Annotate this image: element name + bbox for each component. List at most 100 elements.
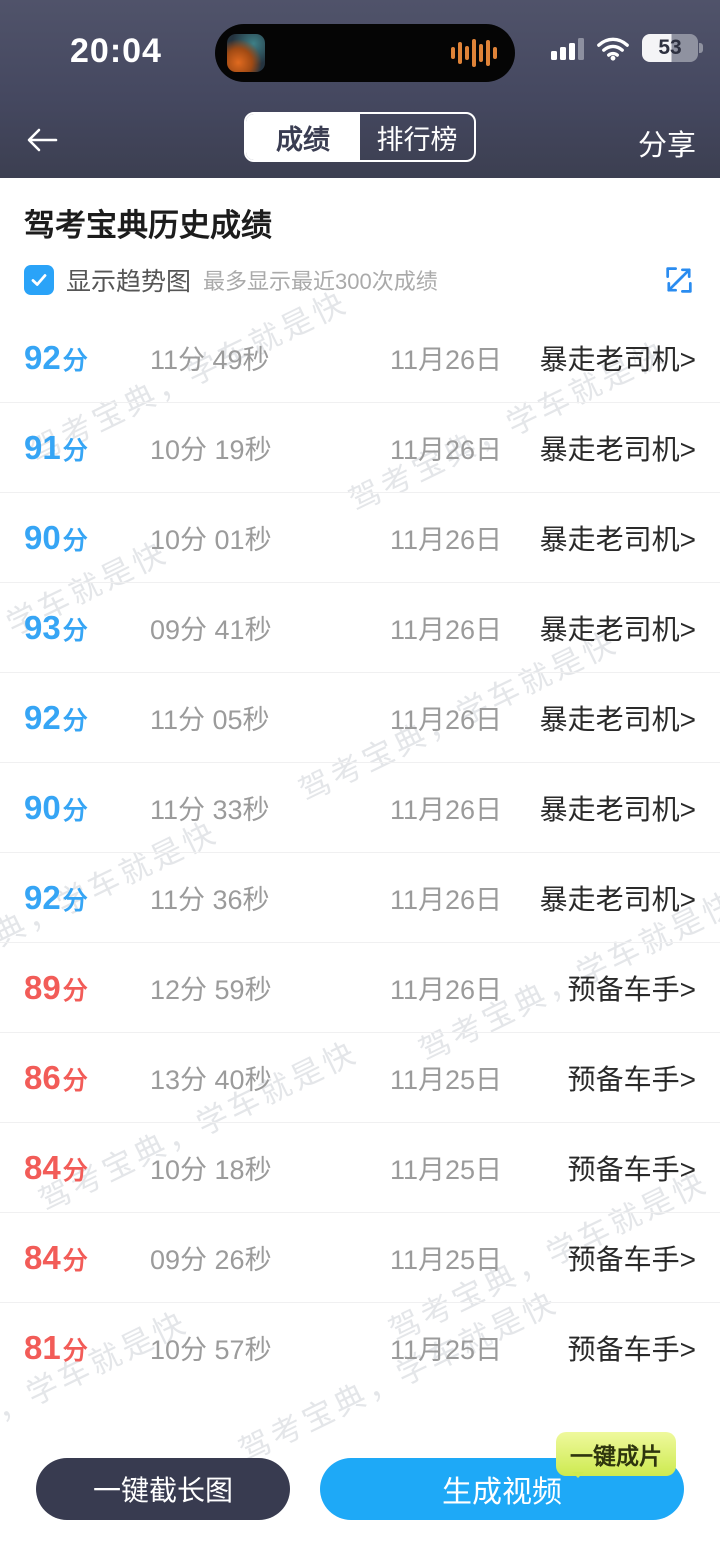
trend-checkbox-label[interactable]: 显示趋势图 (66, 268, 192, 296)
score-row[interactable]: 92分 11分 05秒 11月26日 暴走老司机> (0, 673, 720, 763)
dynamic-island[interactable] (215, 24, 515, 82)
score-value: 91分 (24, 429, 150, 467)
exam-date: 11月26日 (390, 435, 503, 465)
score-row[interactable]: 81分 10分 57秒 11月25日 预备车手> (0, 1303, 720, 1392)
generate-video-button[interactable]: 生成视频 一键成片 (320, 1432, 684, 1520)
score-value: 81分 (24, 1329, 150, 1367)
score-row[interactable]: 90分 11分 33秒 11月26日 暴走老司机> (0, 763, 720, 853)
back-arrow-icon (27, 128, 58, 152)
score-number: 81 (24, 1328, 61, 1366)
score-value: 92分 (24, 339, 150, 377)
content-area: 驾考宝典，学车就是快 驾考宝典，学车就是快 驾考宝典，学车就是快 驾考宝典，学车… (0, 178, 720, 1564)
page-title: 驾考宝典历史成绩 (24, 208, 272, 243)
battery-percent: 53 (658, 36, 682, 59)
trend-note: 最多显示最近300次成绩 (203, 269, 438, 294)
trend-checkbox[interactable] (24, 265, 54, 295)
rank-link[interactable]: 暴走老司机> (539, 433, 696, 465)
score-value: 89分 (24, 969, 150, 1007)
share-button[interactable]: 分享 (637, 130, 696, 162)
score-unit: 分 (62, 886, 88, 915)
exam-duration: 09分 41秒 (150, 615, 272, 645)
clock: 20:04 (70, 32, 162, 70)
fullscreen-button[interactable] (662, 263, 696, 297)
exam-date: 11月26日 (390, 705, 503, 735)
generate-video-label: 生成视频 (442, 1476, 562, 1509)
rank-link[interactable]: 预备车手> (567, 1333, 696, 1365)
rank-link[interactable]: 预备车手> (567, 1063, 696, 1095)
score-row[interactable]: 92分 11分 36秒 11月26日 暴走老司机> (0, 853, 720, 943)
footer: 一键截长图 生成视频 一键成片 (0, 1432, 720, 1564)
exam-date: 11月25日 (390, 1065, 503, 1095)
rank-link[interactable]: 预备车手> (567, 1153, 696, 1185)
score-row[interactable]: 89分 12分 59秒 11月26日 预备车手> (0, 943, 720, 1033)
header: 20:04 53 (0, 0, 720, 178)
score-row[interactable]: 93分 09分 41秒 11月26日 暴走老司机> (0, 583, 720, 673)
score-number: 90 (24, 788, 61, 826)
capture-long-screenshot-button[interactable]: 一键截长图 (36, 1458, 290, 1520)
cellular-signal-icon (551, 36, 584, 60)
score-value: 90分 (24, 789, 150, 827)
score-number: 84 (24, 1148, 61, 1186)
exam-duration: 11分 33秒 (150, 795, 270, 825)
exam-date: 11月26日 (390, 885, 503, 915)
score-unit: 分 (62, 346, 88, 375)
one-click-film-badge: 一键成片 (556, 1432, 676, 1478)
nav-bar: 成绩 排行榜 分享 (0, 112, 720, 168)
score-number: 86 (24, 1058, 61, 1096)
exam-duration: 10分 01秒 (150, 525, 272, 555)
exam-duration: 10分 19秒 (150, 435, 272, 465)
rank-link[interactable]: 暴走老司机> (539, 793, 696, 825)
segmented-control: 成绩 排行榜 (244, 112, 476, 162)
score-number: 91 (24, 428, 61, 466)
score-list: 92分 11分 49秒 11月26日 暴走老司机> 91分 10分 19秒 11… (0, 313, 720, 1392)
exam-date: 11月25日 (390, 1245, 503, 1275)
exam-date: 11月26日 (390, 795, 503, 825)
exam-duration: 13分 40秒 (150, 1065, 272, 1095)
score-row[interactable]: 84分 10分 18秒 11月25日 预备车手> (0, 1123, 720, 1213)
score-unit: 分 (62, 976, 88, 1005)
score-row[interactable]: 84分 09分 26秒 11月25日 预备车手> (0, 1213, 720, 1303)
rank-link[interactable]: 暴走老司机> (539, 703, 696, 735)
score-value: 92分 (24, 699, 150, 737)
wifi-icon (597, 37, 629, 61)
exam-date: 11月26日 (390, 615, 503, 645)
score-unit: 分 (62, 616, 88, 645)
score-row[interactable]: 91分 10分 19秒 11月26日 暴走老司机> (0, 403, 720, 493)
score-number: 92 (24, 878, 61, 916)
score-value: 84分 (24, 1239, 150, 1277)
score-unit: 分 (62, 526, 88, 555)
exam-duration: 10分 18秒 (150, 1155, 272, 1185)
exam-date: 11月26日 (390, 525, 503, 555)
score-unit: 分 (62, 1156, 88, 1185)
score-value: 92分 (24, 879, 150, 917)
exam-duration: 12分 59秒 (150, 975, 272, 1005)
exam-duration: 11分 49秒 (150, 345, 270, 375)
rank-link[interactable]: 暴走老司机> (539, 523, 696, 555)
score-row[interactable]: 90分 10分 01秒 11月26日 暴走老司机> (0, 493, 720, 583)
rank-link[interactable]: 暴走老司机> (539, 613, 696, 645)
back-button[interactable] (22, 118, 70, 162)
exam-date: 11月25日 (390, 1335, 503, 1365)
rank-link[interactable]: 暴走老司机> (539, 343, 696, 375)
audio-waveform-icon (451, 24, 497, 82)
score-value: 86分 (24, 1059, 150, 1097)
score-unit: 分 (62, 796, 88, 825)
score-unit: 分 (62, 436, 88, 465)
exam-duration: 11分 05秒 (150, 705, 270, 735)
score-number: 93 (24, 608, 61, 646)
exam-date: 11月26日 (390, 345, 503, 375)
score-unit: 分 (62, 1066, 88, 1095)
score-row[interactable]: 86分 13分 40秒 11月25日 预备车手> (0, 1033, 720, 1123)
rank-link[interactable]: 预备车手> (567, 973, 696, 1005)
score-row[interactable]: 92分 11分 49秒 11月26日 暴走老司机> (0, 313, 720, 403)
exam-duration: 09分 26秒 (150, 1245, 272, 1275)
battery-icon: 53 (642, 34, 703, 62)
tab-leaderboard[interactable]: 排行榜 (376, 124, 458, 155)
tab-scores[interactable]: 成绩 (246, 114, 360, 160)
score-unit: 分 (62, 1336, 88, 1365)
score-value: 84分 (24, 1149, 150, 1187)
rank-link[interactable]: 暴走老司机> (539, 883, 696, 915)
exam-date: 11月26日 (390, 975, 503, 1005)
rank-link[interactable]: 预备车手> (567, 1243, 696, 1275)
expand-icon (666, 267, 692, 293)
